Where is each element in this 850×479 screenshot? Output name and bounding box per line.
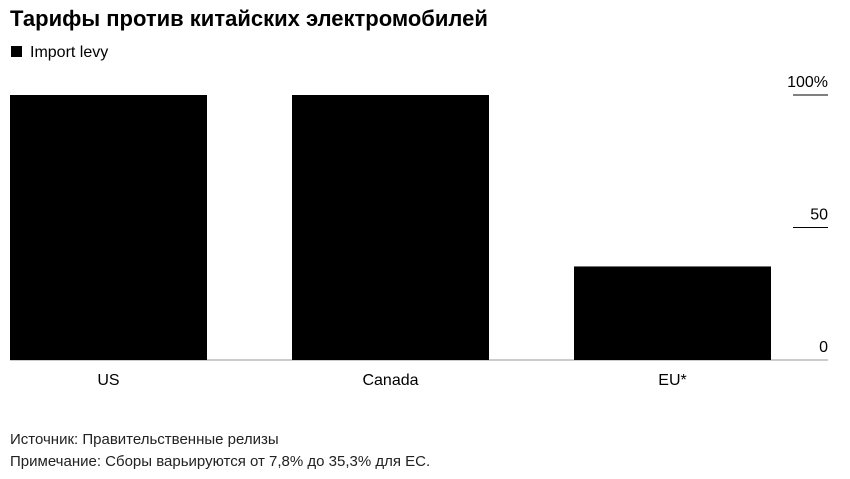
legend-swatch bbox=[11, 46, 22, 57]
chart-title: Тарифы против китайских электромобилей bbox=[10, 6, 488, 31]
legend-label: Import levy bbox=[30, 44, 108, 61]
y-tick-label: 50 bbox=[810, 207, 828, 224]
bar bbox=[574, 266, 771, 360]
footnote: Примечание: Сборы варьируются от 7,8% до… bbox=[10, 453, 430, 470]
source-note: Источник: Правительственные релизы bbox=[10, 431, 279, 448]
x-tick-label: US bbox=[97, 372, 119, 389]
x-tick-label: EU* bbox=[658, 372, 686, 389]
bar bbox=[292, 95, 489, 360]
bar bbox=[10, 95, 207, 360]
y-tick-label: 100% bbox=[787, 74, 828, 91]
x-tick-label: Canada bbox=[362, 372, 418, 389]
y-tick-label: 0 bbox=[819, 339, 828, 356]
